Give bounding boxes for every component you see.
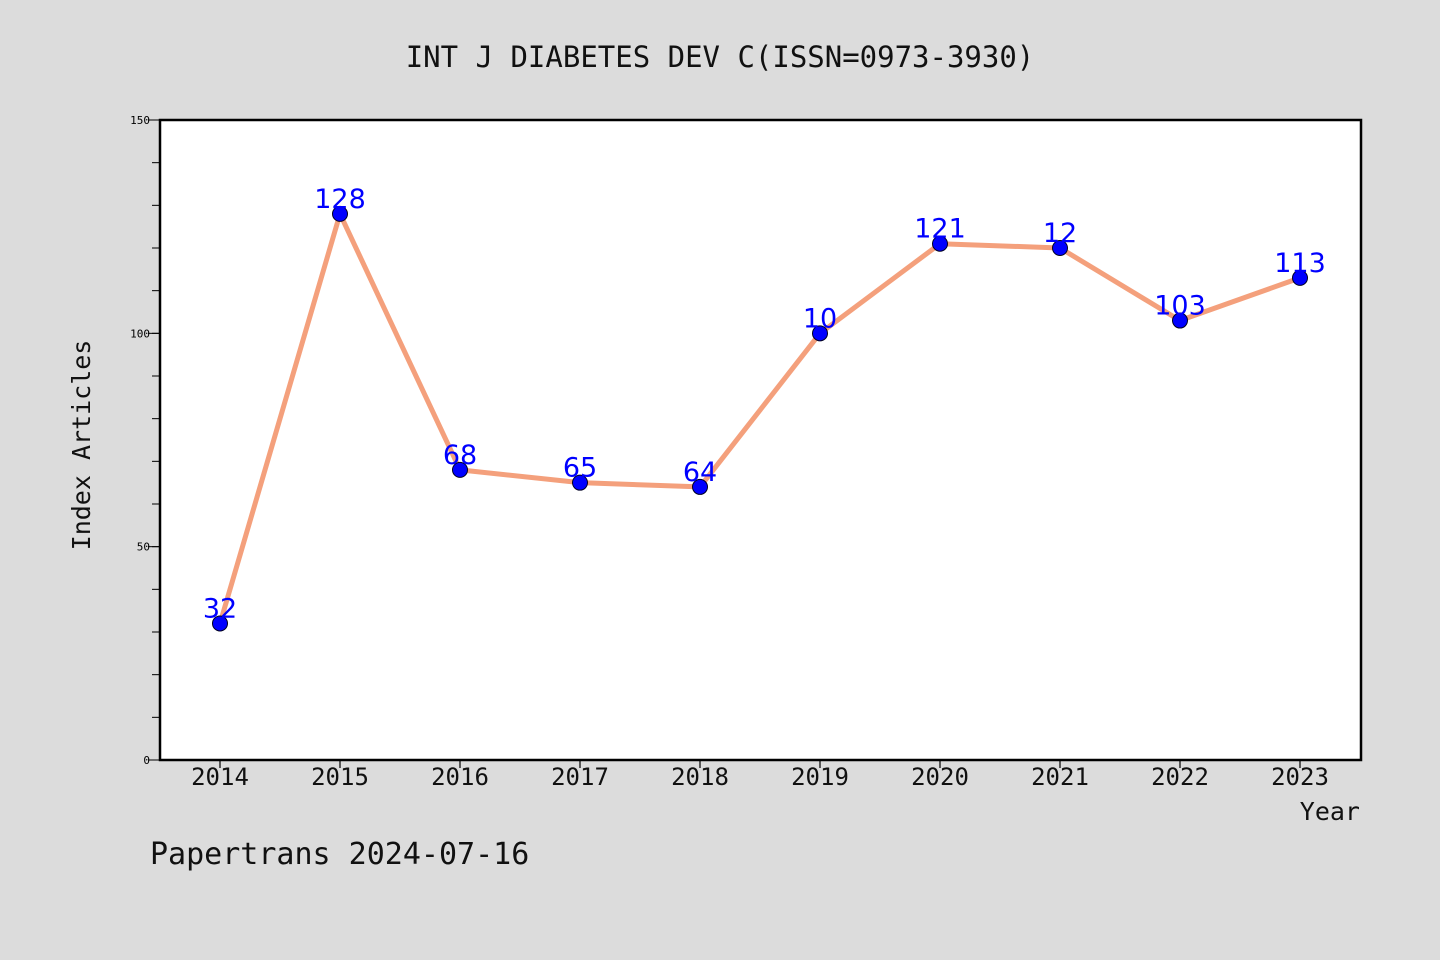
y-tick-label: 0	[143, 754, 150, 767]
data-point	[1172, 312, 1188, 329]
x-tick-label: 2014	[191, 763, 249, 791]
data-point	[572, 474, 588, 491]
y-tick-label: 100	[130, 327, 150, 340]
y-axis: 0 50 100 150	[130, 114, 160, 767]
x-tick-label: 2019	[791, 763, 849, 791]
data-point	[932, 235, 948, 252]
x-tick-label: 2015	[311, 763, 369, 791]
data-point	[1052, 240, 1068, 256]
y-tick-label: 150	[130, 114, 150, 127]
data-label: 113	[1274, 248, 1326, 279]
data-point	[452, 461, 468, 478]
data-label: 65	[563, 453, 597, 484]
series-group: 32 128 68 65 64 10 121 12 103 113	[203, 184, 1326, 632]
data-label: 64	[683, 457, 717, 488]
data-point	[1292, 269, 1308, 286]
data-point	[212, 615, 228, 632]
x-tick-label: 2018	[671, 763, 729, 791]
data-label: 68	[443, 440, 477, 471]
data-point	[692, 478, 708, 495]
data-point	[332, 205, 348, 222]
x-tick-label: 2023	[1271, 763, 1329, 791]
footer-credit: Papertrans 2024-07-16	[150, 837, 529, 872]
x-tick-label: 2021	[1031, 763, 1089, 791]
data-label: 103	[1154, 291, 1206, 322]
data-label: 128	[314, 184, 366, 215]
y-axis-label: Index Articles	[67, 340, 96, 551]
data-label: 121	[914, 214, 966, 245]
x-axis-label: Year	[1300, 797, 1360, 826]
data-label: 10	[803, 303, 837, 334]
chart-title: INT J DIABETES DEV C(ISSN=0973-3930)	[406, 40, 1035, 74]
plot-area	[158, 118, 1363, 762]
y-tick-label: 50	[137, 541, 150, 554]
x-tick-label: 2017	[551, 763, 609, 791]
series-line	[217, 211, 1303, 626]
x-tick-label: 2022	[1151, 763, 1209, 791]
x-tick-label: 2016	[431, 763, 489, 791]
data-label: 32	[203, 593, 237, 624]
x-axis: 2014 2015 2016 2017 2018 2019 2020 2021 2022 2023	[191, 760, 1329, 791]
data-point	[812, 325, 828, 342]
x-tick-label: 2020	[911, 763, 969, 791]
data-label: 12	[1043, 218, 1077, 249]
